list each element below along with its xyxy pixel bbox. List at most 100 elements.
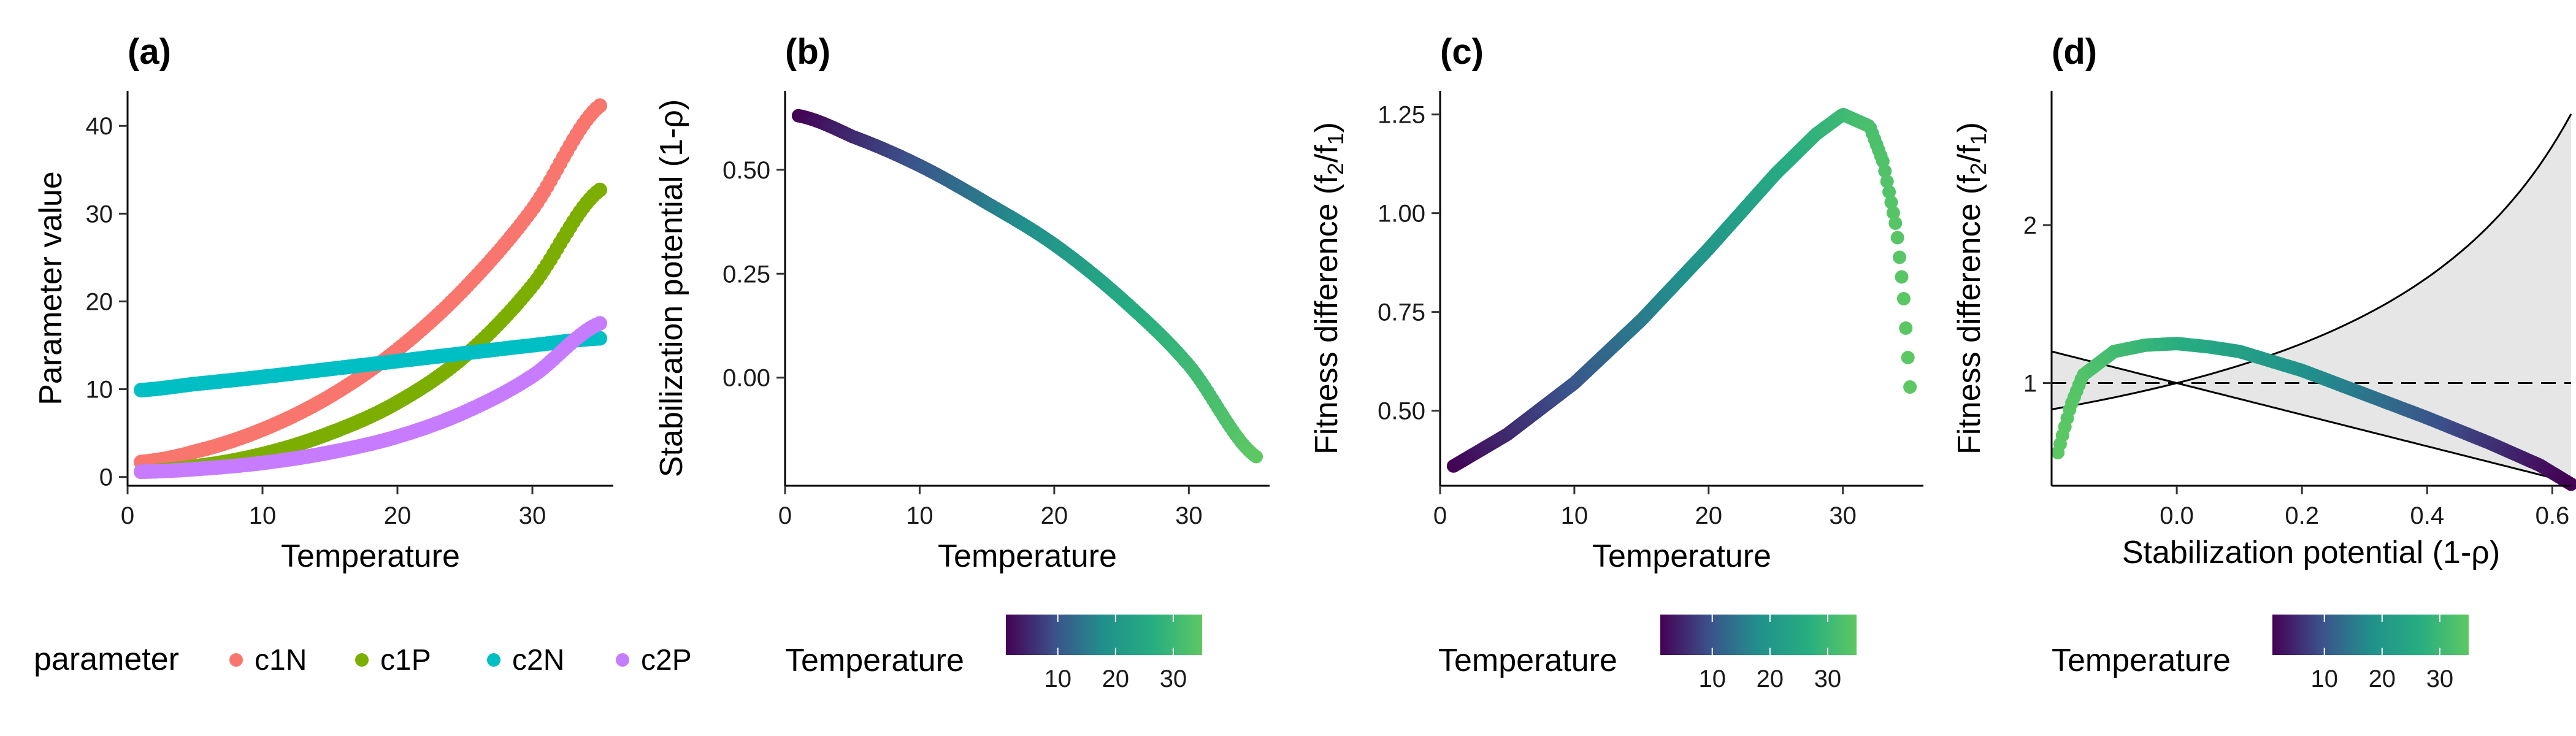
panel-c-x-axis-title: Temperature <box>1592 539 1771 574</box>
panel-b-y-axis-title: Stabilization potential (1-ρ) <box>654 99 689 477</box>
point <box>1903 380 1917 394</box>
x-tick-label: 10 <box>1561 502 1589 529</box>
point <box>1888 216 1903 230</box>
panel-b: (b) 0 10 20 30 0.00 0.25 0.50 Temperature Sta… <box>654 32 1270 574</box>
y-tick-label: 20 <box>86 288 113 315</box>
colorbar-tick-label: 30 <box>1814 665 1842 692</box>
point <box>1886 205 1900 220</box>
colorbar-tick-label: 10 <box>1698 665 1726 692</box>
colorbar-tick-label: 20 <box>1757 665 1784 692</box>
panel-d-y-ticks: 12 <box>2023 212 2052 397</box>
colorbar-gradient <box>2272 615 2469 655</box>
panel-b-y-ticks: 0.00 0.25 0.50 <box>723 157 785 392</box>
y-tick-label: 0.00 <box>723 365 770 392</box>
x-tick-label: 10 <box>906 502 933 529</box>
colorbar-title: Temperature <box>785 643 964 678</box>
x-tick-label: 30 <box>519 502 546 529</box>
x-tick-label: 0 <box>121 502 134 529</box>
upper-bound-line <box>2051 113 2572 410</box>
x-tick-label: 30 <box>1175 502 1203 529</box>
panel-d-coexistence-region <box>2051 113 2572 484</box>
point <box>1901 351 1915 364</box>
point-c2N <box>592 331 607 346</box>
x-tick-label: 0.0 <box>2160 502 2194 529</box>
colorbar-tick-label: 30 <box>2426 665 2454 692</box>
point-c2P <box>592 316 607 331</box>
point-c1P <box>592 182 607 197</box>
x-tick-label: 30 <box>1829 502 1857 529</box>
colorbar-tick-label: 20 <box>1102 665 1130 692</box>
colorbar-gradient <box>1006 615 1202 655</box>
legend-label-c2P: c2P <box>641 644 692 677</box>
point <box>1884 195 1898 209</box>
legend-label-c1P: c1P <box>380 644 431 677</box>
temperature-colorbar: Temperature 10 20 30 <box>785 615 1202 692</box>
point <box>1893 250 1907 264</box>
y-tick-label: 10 <box>86 377 113 404</box>
panel-c-marks <box>1446 107 1917 473</box>
panel-c: (c) 0 10 20 30 0.50 0.75 1.00 1.25 Temperature… <box>1309 32 1923 574</box>
colorbar-title: Temperature <box>2052 643 2231 678</box>
lower-bound-line <box>2051 350 2572 484</box>
panel-a-tag: (a) <box>128 32 171 72</box>
panel-b-x-ticks: 0 10 20 30 <box>778 486 1203 529</box>
point <box>1882 185 1896 199</box>
y-tick-label: 0.25 <box>723 261 770 288</box>
x-tick-label: 20 <box>1695 502 1723 529</box>
point <box>1890 231 1904 245</box>
panel-d-x-ticks: 0.0 0.2 0.4 0.6 <box>2160 486 2569 529</box>
y-tick-label: 1.25 <box>1378 102 1425 129</box>
legend-key-c1N <box>229 653 243 667</box>
temperature-colorbar: Temperature 10 20 30 <box>1438 615 1857 692</box>
x-tick-label: 0 <box>778 502 792 529</box>
y-tick-label: 1 <box>2023 370 2037 397</box>
point-c1N <box>592 98 607 113</box>
coexistence-shading-left <box>2052 351 2175 410</box>
colorbar-gradient <box>1660 615 1857 655</box>
y-tick-label: 40 <box>86 113 113 140</box>
series-c2N <box>134 331 607 397</box>
panel-a-x-axis-title: Temperature <box>281 539 460 574</box>
y-tick-label: 30 <box>86 201 113 228</box>
colorbar-tick-label: 10 <box>1044 665 1071 692</box>
point <box>1896 292 1911 305</box>
legend-key-c1P <box>355 653 369 667</box>
parameter-legend: parameter c1N c1P c2N c2P <box>34 642 692 677</box>
panel-b-marks <box>791 109 1263 464</box>
point <box>1878 164 1892 178</box>
series-c1P <box>134 182 607 480</box>
point <box>2564 477 2576 491</box>
colorbar-tick-label: 20 <box>2369 665 2396 692</box>
x-tick-label: 0.2 <box>2285 502 2319 529</box>
panel-c-y-axis-title: Fitness difference (f2/f1) <box>1309 122 1348 454</box>
point <box>1895 270 1909 284</box>
y-tick-label: 2 <box>2023 212 2037 239</box>
panel-b-tag: (b) <box>785 32 830 72</box>
x-tick-label: 0.6 <box>2536 502 2570 529</box>
legend-key-c2N <box>487 653 500 667</box>
y-tick-label: 1.00 <box>1378 201 1425 228</box>
point <box>1880 174 1894 188</box>
y-tick-label: 0.50 <box>723 157 770 184</box>
y-tick-label: 0.75 <box>1378 299 1425 326</box>
colorbar-tick-label: 10 <box>2310 665 2338 692</box>
temperature-colorbar: Temperature 10 20 30 <box>2052 615 2469 692</box>
legend-items: c1N c1P c2N c2P <box>229 644 692 677</box>
panel-d-x-axis-title: Stabilization potential (1-ρ) <box>2122 535 2500 570</box>
y-tick-label: 0 <box>99 464 113 491</box>
panel-d-marks <box>2051 337 2576 491</box>
panel-d-tag: (d) <box>2052 32 2097 72</box>
legend-key-c2P <box>616 653 629 667</box>
x-tick-label: 20 <box>1041 502 1068 529</box>
panel-a-x-ticks: 0 10 20 30 <box>121 486 546 529</box>
point <box>1249 450 1263 464</box>
colorbar-tick-label: 30 <box>1160 665 1187 692</box>
colorbar-title: Temperature <box>1438 643 1617 678</box>
panel-a-marks <box>134 98 607 480</box>
legend-label-c1N: c1N <box>255 644 307 677</box>
panel-c-x-ticks: 0 10 20 30 <box>1433 486 1857 529</box>
panel-c-y-ticks: 0.50 0.75 1.00 1.25 <box>1378 102 1440 425</box>
panel-c-tag: (c) <box>1440 32 1484 72</box>
